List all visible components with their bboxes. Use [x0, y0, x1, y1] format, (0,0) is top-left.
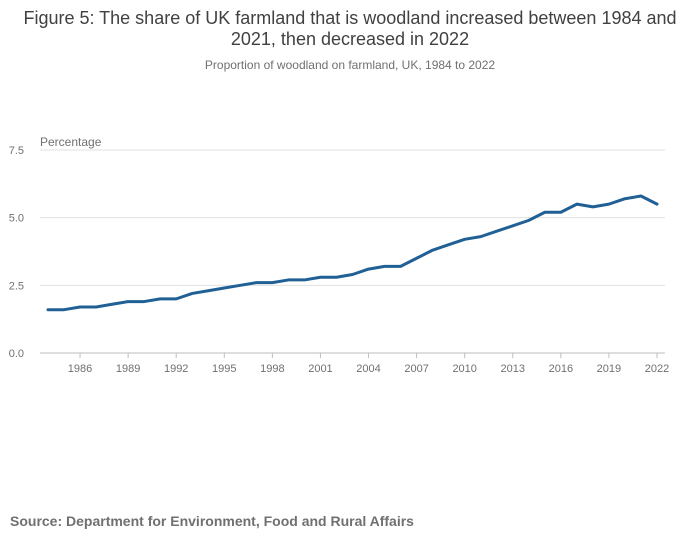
- data-point: [495, 230, 498, 233]
- data-point: [351, 273, 354, 276]
- x-tick-label: 2007: [404, 363, 428, 375]
- data-point: [479, 235, 482, 238]
- y-axis-label: Percentage: [40, 135, 102, 149]
- data-point: [463, 238, 466, 241]
- x-tick-label: 1998: [260, 363, 284, 375]
- data-point: [63, 308, 66, 311]
- data-point: [303, 278, 306, 281]
- data-point: [591, 205, 594, 208]
- y-tick-label: 5.0: [9, 213, 24, 225]
- data-point: [656, 203, 659, 206]
- y-tick-label: 2.5: [9, 280, 24, 292]
- x-tick-label: 2013: [501, 363, 525, 375]
- data-point: [607, 203, 610, 206]
- data-point: [319, 276, 322, 279]
- data-point: [559, 211, 562, 214]
- data-point: [543, 211, 546, 214]
- x-tick-label: 2019: [597, 363, 621, 375]
- data-point: [399, 265, 402, 268]
- data-point: [447, 243, 450, 246]
- data-point: [79, 305, 82, 308]
- chart-title: Figure 5: The share of UK farmland that …: [23, 8, 677, 49]
- data-point: [639, 195, 642, 198]
- data-point: [159, 297, 162, 300]
- x-tick-label: 1986: [68, 363, 92, 375]
- data-point: [367, 268, 370, 271]
- x-tick-label: 2022: [645, 363, 669, 375]
- data-point: [47, 308, 50, 311]
- data-point: [383, 265, 386, 268]
- data-point: [143, 300, 146, 303]
- data-point: [111, 303, 114, 306]
- x-tick-label: 2004: [356, 363, 380, 375]
- data-point: [527, 219, 530, 222]
- x-tick-label: 2001: [308, 363, 332, 375]
- data-point: [511, 224, 514, 227]
- data-point: [255, 281, 258, 284]
- x-tick-label: 1989: [116, 363, 140, 375]
- data-point: [95, 305, 98, 308]
- x-tick-label: 1995: [212, 363, 236, 375]
- x-tick-label: 1992: [164, 363, 188, 375]
- data-point: [415, 257, 418, 260]
- data-point: [207, 289, 210, 292]
- data-point: [287, 278, 290, 281]
- series-line: [46, 194, 659, 312]
- data-point: [335, 276, 338, 279]
- data-point: [191, 292, 194, 295]
- data-point: [175, 297, 178, 300]
- line-chart: 0.0 2.5 5.0 7.5 Percentage 1986 1989 1992 1995 19…: [9, 135, 670, 375]
- data-point: [431, 249, 434, 252]
- source-note: Source: Department for Environment, Food…: [10, 513, 414, 529]
- data-point: [127, 300, 130, 303]
- chart-subtitle: Proportion of woodland on farmland, UK, …: [204, 58, 496, 72]
- data-point: [239, 284, 242, 287]
- y-tick-label: 0.0: [9, 348, 24, 360]
- data-point: [271, 281, 274, 284]
- x-tick-label: 2016: [549, 363, 573, 375]
- x-tick-label: 2010: [452, 363, 476, 375]
- data-point: [623, 197, 626, 200]
- data-point: [223, 287, 226, 290]
- data-point: [575, 203, 578, 206]
- y-tick-label: 7.5: [9, 145, 24, 157]
